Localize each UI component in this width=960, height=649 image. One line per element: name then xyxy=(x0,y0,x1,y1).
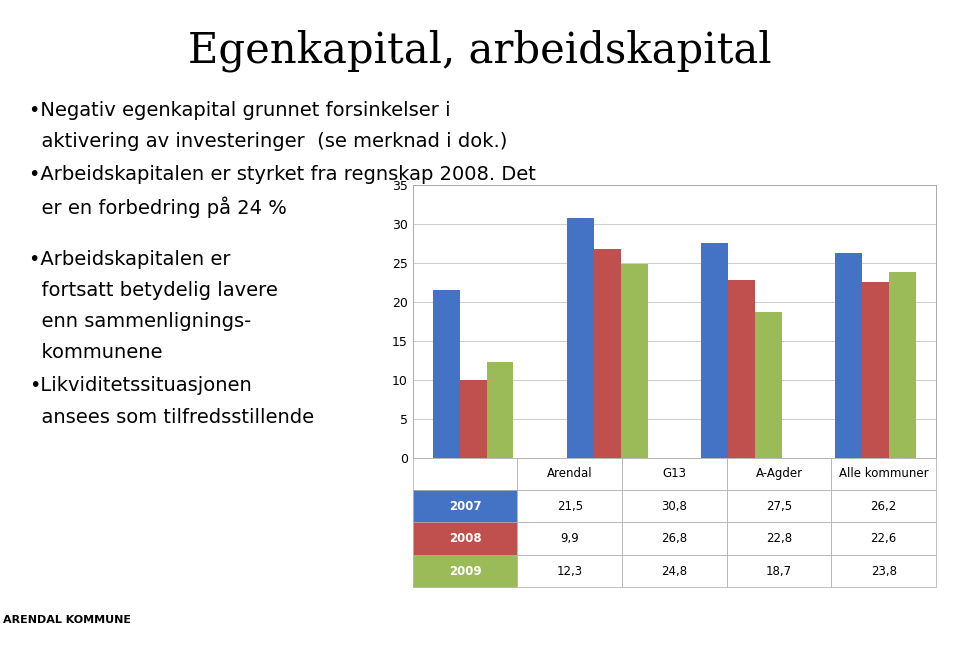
Bar xyxy=(862,282,889,458)
Text: •Negativ egenkapital grunnet forsinkelser i: •Negativ egenkapital grunnet forsinkelse… xyxy=(29,101,450,119)
Text: •Arbeidskapitalen er: •Arbeidskapitalen er xyxy=(29,250,230,269)
Bar xyxy=(701,243,728,458)
Text: er en forbedring på 24 %: er en forbedring på 24 % xyxy=(29,197,287,218)
Bar xyxy=(460,380,487,458)
Text: REGNSKAP 2009: REGNSKAP 2009 xyxy=(795,625,936,640)
Text: ansees som tilfredsstillende: ansees som tilfredsstillende xyxy=(29,408,314,426)
Bar xyxy=(728,280,755,458)
Bar xyxy=(621,264,648,458)
Text: fortsatt betydelig lavere: fortsatt betydelig lavere xyxy=(29,281,277,300)
Text: ÅRSBERETNING 2009: ÅRSBERETNING 2009 xyxy=(756,601,936,616)
Text: enn sammenlignings-: enn sammenlignings- xyxy=(29,312,252,331)
Bar xyxy=(487,361,514,458)
Text: kommunene: kommunene xyxy=(29,343,162,362)
Text: aktivering av investeringer  (se merknad i dok.): aktivering av investeringer (se merknad … xyxy=(29,132,507,151)
Bar xyxy=(594,249,621,458)
Text: •Arbeidskapitalen er styrket fra regnskap 2008. Det: •Arbeidskapitalen er styrket fra regnska… xyxy=(29,165,536,184)
Bar xyxy=(755,312,781,458)
Text: ARENDAL KOMMUNE: ARENDAL KOMMUNE xyxy=(3,615,132,625)
Bar xyxy=(567,217,594,458)
Bar xyxy=(433,290,460,458)
Text: Egenkapital, arbeidskapital: Egenkapital, arbeidskapital xyxy=(188,29,772,71)
Bar xyxy=(889,272,916,458)
Text: •Likviditetssituasjonen: •Likviditetssituasjonen xyxy=(29,376,252,395)
Bar xyxy=(835,254,862,458)
